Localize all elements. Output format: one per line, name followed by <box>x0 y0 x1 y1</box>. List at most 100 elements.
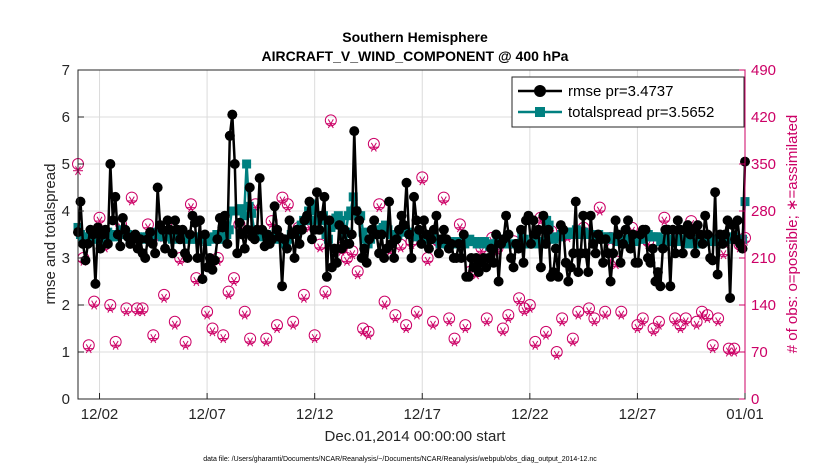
obs-assimilated-marker <box>239 310 250 320</box>
rmse-marker <box>321 271 332 282</box>
obs-possible-marker <box>206 322 219 335</box>
rmse-marker <box>404 229 415 240</box>
rmse-marker <box>725 292 736 303</box>
obs-assimilated-marker <box>707 344 718 354</box>
asterisk-stroke <box>591 317 598 327</box>
rmse-marker <box>304 196 315 207</box>
obs-possible-marker <box>652 315 665 328</box>
asterisk-stroke <box>602 310 609 320</box>
asterisk-stroke <box>91 300 98 310</box>
rmse-marker <box>100 224 111 235</box>
obs-possible-marker <box>679 312 692 325</box>
left-y-tick-label: 2 <box>62 297 70 314</box>
rmse-marker <box>533 224 544 235</box>
asterisk-stroke <box>311 333 318 344</box>
asterisk-stroke <box>300 293 307 303</box>
rmse-marker <box>677 248 688 259</box>
obs-assimilated-marker <box>503 313 514 324</box>
asterisk-stroke <box>704 313 711 324</box>
rmse-marker <box>110 191 121 202</box>
rmse-marker <box>314 224 325 235</box>
data-file-footnote: data file: /Users/gharamti/Documents/NCA… <box>203 456 597 463</box>
obs-possible-marker <box>496 322 509 335</box>
rmse-marker <box>219 210 230 221</box>
rmse-marker <box>423 243 434 254</box>
asterisk-stroke <box>279 196 286 206</box>
rmse-marker <box>359 243 370 254</box>
obs-possible-marker <box>502 309 515 322</box>
asterisk-stroke <box>656 320 662 330</box>
asterisk-stroke <box>446 317 453 327</box>
asterisk-stroke <box>381 300 388 310</box>
rmse-marker <box>289 253 300 263</box>
x-tick-label: 01/01 <box>726 406 764 423</box>
rmse-marker <box>411 215 422 226</box>
rmse-marker <box>488 257 499 268</box>
obs-assimilated-marker <box>497 327 508 337</box>
right-y-axis: 0 70 140 210 280 350 420 490 <box>739 62 776 408</box>
rmse-marker <box>406 253 417 263</box>
x-tick-label: 12/17 <box>403 406 441 423</box>
rmse-marker <box>324 215 335 226</box>
rmse-marker <box>217 222 228 233</box>
rmse-marker <box>212 234 223 245</box>
obs-assimilated-marker <box>169 320 180 330</box>
obs-possible-marker <box>217 329 230 342</box>
obs-assimilated-marker <box>428 320 439 330</box>
obs-assimilated-marker <box>341 256 352 266</box>
x-tick-label: 12/02 <box>81 406 119 423</box>
obs-possible-marker <box>281 198 294 211</box>
legend-box <box>511 76 745 128</box>
obs-assimilated-marker <box>185 203 196 213</box>
rmse-marker <box>87 229 98 240</box>
rmse-marker <box>553 271 564 282</box>
rmse-marker <box>608 248 619 259</box>
rmse-marker <box>580 248 591 259</box>
rmse-marker <box>667 224 678 235</box>
asterisk-stroke <box>500 327 506 337</box>
rmse-marker <box>232 248 243 259</box>
obs-possible-marker <box>297 288 310 301</box>
rmse-marker <box>508 262 519 273</box>
obs-assimilated-marker <box>315 243 326 253</box>
obs-possible-marker <box>201 305 214 318</box>
obs-assimilated-marker <box>718 250 729 260</box>
obs-assimilated-marker <box>573 310 584 320</box>
rmse-marker <box>426 234 437 245</box>
asterisk-stroke <box>650 327 657 337</box>
rmse-marker <box>147 238 158 249</box>
rmse-marker <box>354 215 365 226</box>
obs-possible-marker <box>373 198 386 211</box>
totalspread-marker <box>333 211 343 221</box>
rmse-marker <box>399 220 410 231</box>
rmse-marker <box>107 215 118 226</box>
obs-assimilated-marker <box>218 333 229 344</box>
asterisk-stroke <box>85 344 92 354</box>
rmse-marker <box>306 234 317 245</box>
rmse-marker <box>282 243 293 254</box>
obs-possible-marker <box>125 191 138 204</box>
rmse-marker <box>346 229 357 240</box>
obs-assimilated-marker <box>675 323 686 334</box>
asterisk-stroke <box>171 320 178 330</box>
obs-assimilated-marker <box>729 347 740 357</box>
obs-possible-marker <box>427 315 440 328</box>
rmse-marker <box>565 262 576 273</box>
rmse-marker <box>140 253 151 263</box>
rmse-marker <box>90 278 101 289</box>
obs-possible-marker <box>82 339 95 352</box>
obs-possible-marker <box>583 302 596 315</box>
rmse-marker <box>710 187 721 198</box>
rmse-marker <box>379 253 390 263</box>
obs-assimilated-marker <box>137 307 148 317</box>
rmse-marker <box>600 234 611 245</box>
rmse-marker <box>453 238 464 249</box>
obs-assimilated-marker <box>680 317 691 327</box>
obs-assimilated-marker <box>347 250 358 260</box>
asterisk-stroke <box>344 256 350 266</box>
asterisk-stroke <box>639 317 646 327</box>
obs-assimilated-marker <box>449 337 460 347</box>
obs-assimilated-marker <box>374 203 385 213</box>
obs-assimilated-marker <box>540 330 551 340</box>
obs-possible-marker <box>367 137 380 150</box>
